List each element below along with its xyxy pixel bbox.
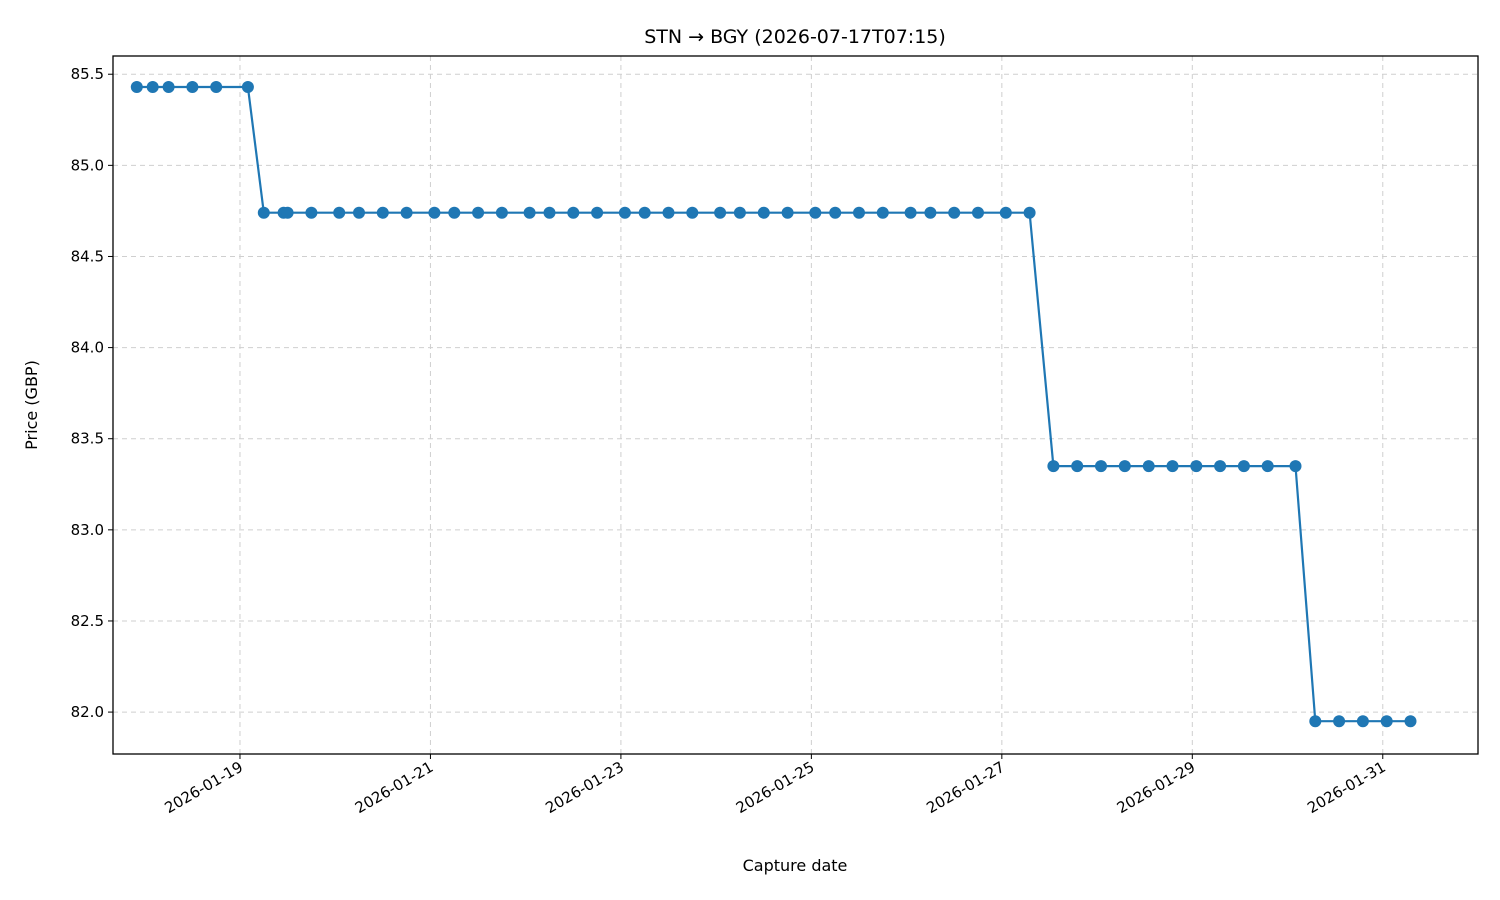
data-point [948,206,961,219]
y-tick-label: 84.0 [71,339,104,357]
data-point [757,206,770,219]
x-axis-label: Capture date [743,856,848,875]
plot-frame [112,55,1479,755]
data-point [1071,460,1084,473]
data-point [1047,460,1060,473]
data-point [146,81,159,93]
data-point [809,206,822,219]
data-point [829,206,842,219]
data-point [523,206,536,219]
data-point [1118,460,1131,473]
data-point [400,206,413,219]
data-point [714,206,727,219]
y-tick-label: 82.5 [71,612,104,630]
data-point [1289,460,1302,473]
y-tick-label: 84.5 [71,247,104,265]
data-point [1095,460,1107,473]
data-point [1380,715,1393,728]
data-point [1214,460,1227,473]
data-point [333,206,346,219]
data-point [376,206,389,219]
y-tick-label: 85.0 [71,156,104,174]
data-point [1237,460,1250,473]
data-point [1404,715,1417,728]
data-point [495,206,508,219]
data-point [999,206,1012,219]
data-point [591,206,604,219]
y-axis-label: Price (GBP) [22,360,41,450]
data-point [1261,460,1274,473]
data-point [1166,460,1179,473]
grid-lines [113,56,1478,754]
data-point [853,206,865,219]
data-point [186,81,199,93]
data-point [686,206,699,219]
data-point [428,206,441,219]
data-point [924,206,937,219]
data-point [241,81,254,93]
data-point [448,206,461,219]
data-point [876,206,889,219]
data-point [1190,460,1203,473]
data-point [1142,460,1155,473]
data-point [543,206,556,219]
y-axis: 82.0 82.5 83.0 83.5 84.0 84.5 85.0 85.5 [71,65,113,721]
data-point [130,81,143,93]
data-point [1356,715,1369,728]
data-point [638,206,651,219]
y-tick-label: 85.5 [71,65,104,83]
data-point [1333,715,1346,728]
data-point [781,206,794,219]
y-tick-label: 83.5 [71,430,104,448]
data-point [567,206,580,219]
data-point [210,81,223,93]
data-point [1309,715,1322,728]
data-point [733,206,746,219]
data-point [353,206,365,219]
data-point [162,81,175,93]
chart-title: STN → BGY (2026-07-17T07:15) [644,26,946,48]
y-tick-label: 83.0 [71,521,104,539]
data-point [618,206,631,219]
data-point [972,206,984,219]
data-point [472,206,485,219]
data-point [281,206,294,219]
data-point [257,206,270,219]
series-layer [130,81,1417,728]
data-point [662,206,675,219]
data-point [305,206,318,219]
y-tick-label: 82.0 [71,703,104,721]
data-point [904,206,917,219]
data-point [1023,206,1036,219]
